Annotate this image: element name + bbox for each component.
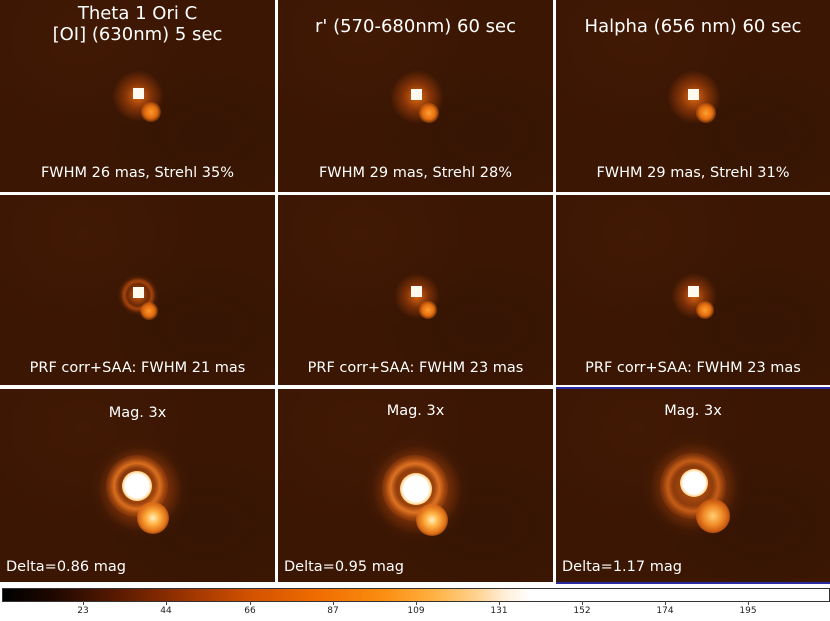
colorbar-gradient <box>2 588 830 602</box>
colorbar-tickmark <box>748 601 749 605</box>
colorbar-tick-label: 44 <box>160 606 172 616</box>
panel-mag-halpha: Mag. 3x Delta=1.17 mag <box>556 389 830 582</box>
panel-raw-halpha: Halpha (656 nm) 60 sec FWHM 29 mas, Stre… <box>556 0 830 192</box>
colorbar-tickmark <box>250 601 251 605</box>
companion-star <box>416 504 448 536</box>
colorbar-tick-label: 131 <box>490 606 508 616</box>
panel-corr-halpha: PRF corr+SAA: FWHM 23 mas <box>556 195 830 385</box>
corr-caption: PRF corr+SAA: FWHM 23 mas <box>307 360 524 376</box>
colorbar-tickmark <box>665 601 666 605</box>
mag-label: Mag. 3x <box>108 405 167 421</box>
colorbar-tick-label: 23 <box>77 606 89 616</box>
corr-caption: PRF corr+SAA: FWHM 21 mas <box>29 360 246 376</box>
primary-star-core <box>688 286 699 297</box>
raw-caption: FWHM 29 mas, Strehl 31% <box>596 165 790 181</box>
panel-raw-oi: Theta 1 Ori C [OI] (630nm) 5 sec FWHM 26… <box>0 0 275 192</box>
colorbar-tickmark <box>83 601 84 605</box>
primary-star-core <box>400 473 432 505</box>
companion-star <box>419 103 439 123</box>
delta-label: Delta=0.95 mag <box>284 559 404 575</box>
corr-caption: PRF corr+SAA: FWHM 23 mas <box>585 360 801 376</box>
delta-label: Delta=0.86 mag <box>6 559 126 575</box>
primary-star-core <box>411 286 422 297</box>
panel-title-line2: [OI] (630nm) 5 sec <box>52 24 223 45</box>
colorbar-tick-label: 195 <box>739 606 757 616</box>
colorbar-tick-label: 109 <box>407 606 425 616</box>
panel-border-accent <box>556 387 830 389</box>
colorbar-tick-label: 66 <box>244 606 256 616</box>
colorbar-tickmark <box>499 601 500 605</box>
colorbar-tickmark <box>333 601 334 605</box>
companion-star <box>696 499 730 533</box>
companion-star <box>419 301 437 319</box>
colorbar-tick-label: 174 <box>656 606 674 616</box>
companion-star <box>696 301 714 319</box>
colorbar-tickmark <box>416 601 417 605</box>
delta-label: Delta=1.17 mag <box>562 559 682 575</box>
panel-border-accent <box>556 582 830 584</box>
primary-star-core <box>133 88 144 99</box>
colorbar-tick-label: 87 <box>327 606 339 616</box>
panel-title-line1: r' (570-680nm) 60 sec <box>315 16 516 37</box>
colorbar-tickmark <box>582 601 583 605</box>
colorbar-tickmark <box>166 601 167 605</box>
panel-corr-oi: PRF corr+SAA: FWHM 21 mas <box>0 195 275 385</box>
raw-caption: FWHM 26 mas, Strehl 35% <box>40 165 235 181</box>
mag-label: Mag. 3x <box>664 403 722 419</box>
primary-star-core <box>133 287 144 298</box>
panel-mag-r: Mag. 3x Delta=0.95 mag <box>278 389 553 582</box>
primary-star-core <box>680 469 708 497</box>
panel-title-line1: Halpha (656 nm) 60 sec <box>584 16 802 37</box>
primary-star-core <box>122 471 152 501</box>
colorbar: 23 44 66 87 109 131 152 174 195 <box>0 585 830 621</box>
mag-label: Mag. 3x <box>386 403 445 419</box>
companion-star <box>696 103 716 123</box>
panel-corr-r: PRF corr+SAA: FWHM 23 mas <box>278 195 553 385</box>
panel-title-line1: Theta 1 Ori C <box>77 3 198 24</box>
companion-star <box>140 302 158 320</box>
colorbar-tick-label: 152 <box>573 606 591 616</box>
raw-caption: FWHM 29 mas, Strehl 28% <box>318 165 513 181</box>
companion-star <box>137 502 169 534</box>
panel-raw-r: r' (570-680nm) 60 sec FWHM 29 mas, Streh… <box>278 0 553 192</box>
primary-star-core <box>688 89 699 100</box>
primary-star-core <box>411 89 422 100</box>
panel-mag-oi: Mag. 3x Delta=0.86 mag <box>0 389 275 582</box>
companion-star <box>141 102 161 122</box>
